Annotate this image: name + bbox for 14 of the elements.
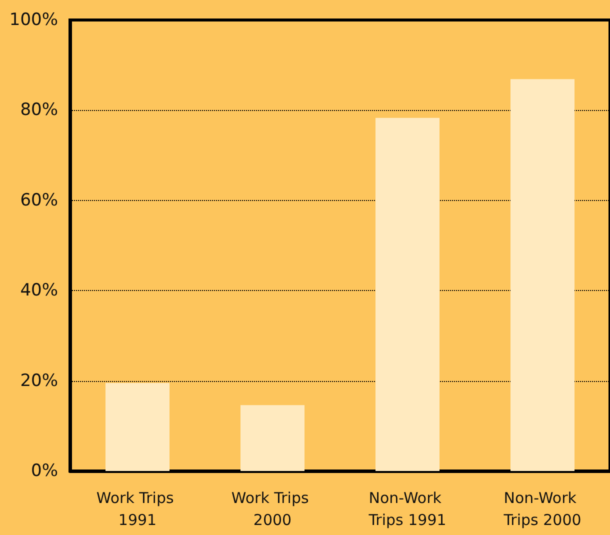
x-tick-label: Non-Work Trips 1991 [368,489,446,529]
x-tick-label: Work Trips 1991 [96,489,179,529]
y-tick-label: 60% [20,190,58,210]
y-tick-label: 80% [20,100,58,120]
bar [510,79,574,471]
x-tick-label: Work Trips 2000 [231,489,314,529]
bar [376,118,440,471]
y-tick-label: 20% [20,370,58,391]
bar [240,405,304,471]
y-tick-label: 0% [31,461,58,481]
y-tick-label: 40% [20,280,58,301]
x-tick-label: Non-Work Trips 2000 [502,489,582,529]
bar [106,383,170,471]
y-tick-label: 100% [9,10,58,30]
